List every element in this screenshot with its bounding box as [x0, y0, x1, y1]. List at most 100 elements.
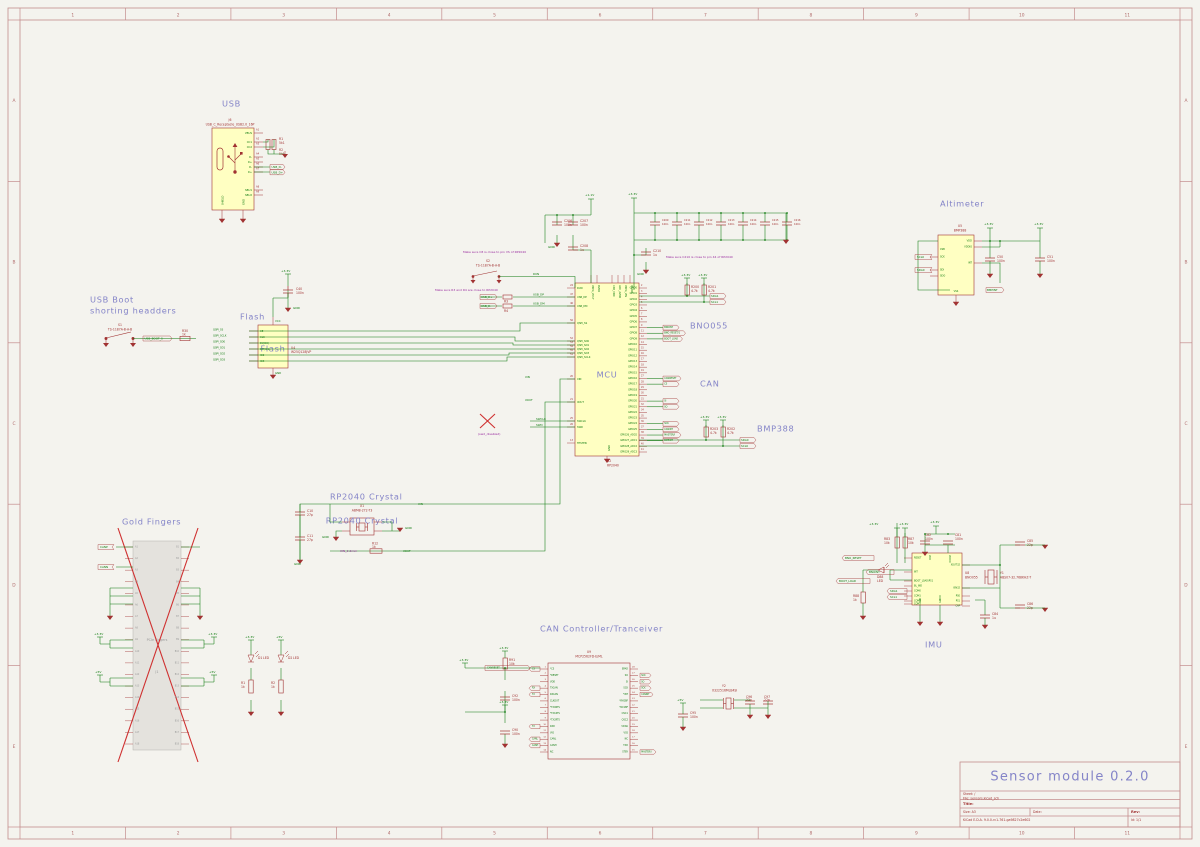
- usb-net-label-dm: USB_D-: [269, 164, 286, 170]
- border-col-label: 4: [388, 831, 391, 837]
- mcu-r200-ref: R200: [691, 285, 699, 289]
- mcu-pin-name: QSPI_SD2: [577, 347, 590, 351]
- mcu-pin-number: 40: [641, 443, 644, 446]
- mcu-r3-body: [502, 294, 513, 300]
- mcu-switch-ref: S2: [486, 259, 490, 263]
- can-rail4: +5V: [677, 698, 684, 702]
- mcu-swclk-net: SWCLK: [536, 417, 546, 421]
- flash-value: W25Q128JVP: [291, 350, 311, 354]
- imu-pin-name: PS1: [956, 600, 961, 603]
- flash-33v-label: +3.3V: [281, 269, 291, 273]
- led2-val: LED: [293, 656, 300, 660]
- mcu-pin-name: GPIO2: [630, 298, 638, 301]
- mcu-r4-body: [502, 303, 513, 309]
- border-col-label: 2: [177, 13, 180, 19]
- altimeter-rail2: +3.3V: [1034, 222, 1044, 226]
- can-support-parts: R91 10k C92 100n C90 100n C95 100n +3.3V…: [459, 646, 773, 748]
- imu-pin-name: COM0: [914, 590, 921, 593]
- svg-text:USB_BOOT_S: USB_BOOT_S: [145, 337, 164, 341]
- crystal-gnd-label: GND: [294, 562, 302, 566]
- mcu-pin-name: GPIO4: [630, 309, 638, 312]
- mcu-pin-name: SWD: [577, 425, 583, 429]
- mcu-11v-rail: +1.1V: [585, 193, 595, 197]
- mcu-pin-number: 47: [570, 293, 573, 296]
- rev-label: Rev:: [1131, 810, 1141, 814]
- can-rail3: +3.3V: [459, 658, 469, 662]
- mcu-group-bno055: BNO055: [690, 321, 728, 331]
- gf-pin-right: B1: [176, 546, 180, 549]
- border-row-label: E: [13, 744, 16, 750]
- gf-pin-left: A7: [135, 615, 138, 618]
- usb-boot-resistor: [179, 335, 191, 341]
- mcu-pin-name: DVDD: [597, 285, 600, 292]
- can-pin-name: EPAD: [622, 668, 628, 671]
- gf-pin-right: B12: [175, 673, 180, 676]
- led-indicator-5v: +5V D2 LED R2 1k: [271, 635, 300, 716]
- mcu-net-label-text: CANRESET: [664, 377, 677, 380]
- can-rail2: +3.3V: [499, 700, 509, 704]
- can-pin-number: 5: [545, 692, 547, 694]
- imu-sda1-label: SDA1: [886, 588, 908, 594]
- usb-boot-net-label: USB_BOOT_S: [142, 335, 173, 342]
- flash-vcc-rail: [285, 273, 291, 278]
- gf-cann-label: CANN: [97, 564, 115, 570]
- usb-boot-title-2: shorting headders: [90, 306, 177, 316]
- usb-r1-ref: R1: [279, 137, 283, 141]
- mcu-pin-name: GPIO9: [630, 337, 638, 340]
- mcu-usb-dminus-label: USB_D-: [479, 303, 498, 309]
- mcu-net-label: [662, 421, 680, 427]
- imu-bootload-label: BOOT_LOAD: [835, 578, 871, 584]
- usb-pin-number: A4: [256, 153, 260, 156]
- led1-resistor: [248, 679, 254, 694]
- border-col-label: 8: [810, 13, 813, 19]
- usb-pin-number: A7: [256, 168, 260, 171]
- can-pin-name: *INT: [623, 693, 629, 696]
- section-altimeter: Altimeter U5 BMP388 VDD VDDIO INT SCK SDI SDO…: [914, 199, 1055, 306]
- mcu-pin-number: 18: [641, 363, 644, 366]
- imu-bnoint-label: BNOINT: [865, 569, 895, 575]
- can-pin-name: SO: [625, 674, 628, 677]
- gf-pin-left: A6: [135, 603, 138, 606]
- can-pin-number: 26: [632, 679, 635, 681]
- can-pin-number: 13: [543, 743, 546, 745]
- mcu-pin-name: XIN: [577, 377, 581, 381]
- imu-rail1: +3.3V: [899, 522, 909, 526]
- usb-pin-name: SBU2: [245, 193, 252, 197]
- mcu-pin-name: USB_VDD: [612, 285, 615, 297]
- imu-pin-name: COM3: [914, 603, 921, 606]
- gf-pin-left: A12: [135, 673, 140, 676]
- border-col-label: 10: [1019, 831, 1025, 837]
- mcu-net-label: [662, 381, 680, 387]
- flash-net-label: QSPI_SD0: [213, 339, 226, 343]
- can-pin-number: 27: [632, 673, 635, 675]
- mcu-pin-name: USB_DP: [577, 295, 587, 299]
- border-col-label: 3: [282, 831, 285, 837]
- mcu-pin-name: GPIO22: [628, 411, 637, 414]
- mcu-net-label: [662, 426, 680, 432]
- mcu-pin-name: GPIO28_ADC2: [620, 445, 637, 448]
- border-row-label: D: [12, 582, 16, 588]
- can-body: [547, 662, 631, 760]
- mcu-usb-dplus-label: USB_D+: [479, 294, 498, 300]
- can-pin-name: SI: [626, 680, 628, 683]
- mcu-pin-name: GPIO0: [630, 287, 638, 290]
- mcu-pin-number: 14: [641, 341, 644, 344]
- mcu-pin-name: QSPI_SD0: [577, 339, 590, 343]
- mcu-pin-name: GPIO10: [628, 343, 637, 346]
- sheet-path-label: Sheet: /: [963, 792, 976, 796]
- mcu-cap-ref: C211: [684, 218, 691, 222]
- can-pin-name: SCK: [623, 687, 628, 690]
- border-col-label: 8: [810, 831, 813, 837]
- mcu-pin-name: GPIO23: [628, 417, 637, 420]
- mcu-xout-net: XOUT: [525, 398, 533, 402]
- border-row-label: B: [1184, 260, 1187, 266]
- imu-pin-name: VDDIO: [948, 555, 951, 563]
- mcu-net-label-text: CS: [664, 383, 668, 386]
- gf-pin-right: B8: [176, 627, 180, 630]
- can-pin-name: STBY: [622, 751, 628, 754]
- can-r91-ref: R91: [509, 658, 515, 662]
- mcu-c210-gnd: GND: [637, 272, 645, 276]
- can-net-label: TX: [532, 725, 535, 728]
- border-col-label: 7: [704, 831, 707, 837]
- can-c92-ref: C92: [512, 694, 518, 698]
